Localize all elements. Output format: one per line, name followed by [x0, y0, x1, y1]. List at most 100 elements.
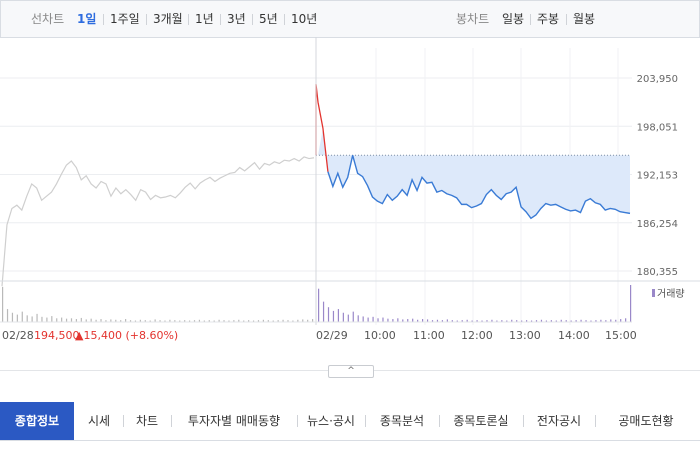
- tab-news-disclosure[interactable]: 뉴스·공시: [307, 414, 355, 428]
- volume-bar: [297, 319, 299, 322]
- volume-bar: [238, 319, 240, 322]
- volume-bar: [407, 319, 409, 322]
- tab-short-selling[interactable]: 공매도현황: [618, 414, 674, 428]
- time-tick-label: 10:00: [364, 329, 396, 342]
- volume-bar: [347, 314, 349, 322]
- volume-bar: [610, 319, 612, 322]
- tab-divider: [365, 415, 366, 427]
- toolbar-divider: [530, 14, 531, 25]
- volume-bar: [100, 319, 102, 322]
- volume-bar: [105, 320, 107, 322]
- volume-bar: [431, 320, 434, 322]
- candle-monthly-button[interactable]: 월봉: [573, 12, 596, 26]
- volume-bar: [580, 319, 582, 322]
- period-10y-button[interactable]: 10년: [291, 12, 318, 26]
- volume-bar: [16, 314, 18, 322]
- volume-bar: [352, 311, 354, 322]
- volume-bar: [491, 319, 493, 322]
- period-5y-button[interactable]: 5년: [259, 12, 278, 26]
- tab-chart[interactable]: 차트: [135, 414, 159, 428]
- volume-bar: [26, 315, 28, 322]
- line-chart-label: 선차트: [31, 12, 65, 26]
- previous-day-price-line: [1, 156, 315, 287]
- period-3m-button[interactable]: 3개월: [153, 12, 183, 26]
- collapse-chart-button[interactable]: ^: [328, 365, 374, 378]
- volume-bar: [262, 319, 264, 322]
- volume-bar: [620, 319, 622, 322]
- volume-bar: [179, 320, 181, 322]
- period-1y-button[interactable]: 1년: [195, 12, 214, 26]
- volume-bar: [188, 320, 191, 322]
- volume-bar: [530, 320, 533, 322]
- volume-bar: [233, 320, 235, 322]
- volume-bar: [535, 320, 538, 322]
- volume-bar: [41, 316, 43, 322]
- tab-stock-analysis[interactable]: 종목분석: [379, 414, 425, 428]
- volume-bar: [466, 319, 468, 322]
- volume-bar: [511, 319, 513, 322]
- volume-bar: [174, 320, 176, 322]
- volume-bar: [282, 319, 284, 322]
- volume-bar: [213, 320, 215, 322]
- volume-bar: [36, 313, 38, 322]
- volume-bar: [120, 320, 122, 322]
- price-tick-label: 192,153: [637, 171, 678, 182]
- volume-bar: [80, 317, 82, 322]
- volume-bar: [496, 320, 498, 322]
- tab-overview[interactable]: 종합정보: [0, 402, 74, 440]
- volume-bar: [615, 319, 617, 322]
- time-tick-label: 11:00: [413, 329, 445, 342]
- volume-bar: [208, 320, 210, 322]
- volume-bar: [397, 318, 399, 322]
- volume-bar: [203, 320, 205, 322]
- volume-bar: [56, 318, 58, 322]
- volume-bar: [332, 310, 335, 322]
- volume-bar: [154, 319, 156, 322]
- volume-legend-swatch: [652, 289, 655, 297]
- tab-divider: [297, 415, 298, 427]
- volume-bar: [21, 311, 23, 322]
- tab-discussion-board[interactable]: 종목토론실: [453, 414, 509, 428]
- volume-bar: [461, 320, 463, 322]
- period-3y-button[interactable]: 3년: [227, 12, 246, 26]
- candle-weekly-button[interactable]: 주봉: [537, 12, 560, 26]
- period-1w-button[interactable]: 1주일: [110, 12, 140, 26]
- volume-bar: [125, 319, 127, 322]
- candle-daily-button[interactable]: 일봉: [502, 12, 525, 26]
- toolbar-divider: [188, 14, 189, 25]
- volume-bar: [545, 320, 548, 322]
- time-tick-label: 15:00: [605, 329, 637, 342]
- tab-investor-trading[interactable]: 투자자별 매매동향: [187, 414, 281, 428]
- volume-bar: [412, 318, 414, 322]
- volume-bar: [516, 320, 518, 322]
- volume-bar: [476, 320, 478, 322]
- volume-bar: [337, 309, 340, 322]
- tab-electronic-disclosure[interactable]: 전자공시: [536, 414, 582, 428]
- volume-bar: [521, 320, 523, 322]
- volume-bar: [115, 319, 117, 322]
- volume-bar: [267, 320, 269, 322]
- chevron-up-icon: ^: [347, 366, 355, 376]
- volume-bar: [134, 320, 137, 322]
- volume-bar: [46, 317, 48, 322]
- volume-bar: [312, 319, 314, 322]
- time-tick-label: 14:00: [558, 329, 590, 342]
- volume-bar: [307, 319, 309, 322]
- volume-bar: [169, 319, 171, 322]
- volume-bar: [377, 318, 379, 322]
- volume-bars: [2, 285, 632, 322]
- volume-bar: [85, 319, 87, 322]
- tab-divider: [171, 415, 172, 427]
- volume-bar: [372, 316, 374, 322]
- price-tick-label: 180,355: [637, 267, 678, 278]
- tab-quotes[interactable]: 시세: [87, 414, 111, 428]
- volume-bar: [6, 309, 9, 322]
- volume-bar: [302, 319, 304, 322]
- time-tick-label: 12:00: [461, 329, 493, 342]
- volume-bar: [595, 320, 597, 322]
- previous-day-price: 194,500: [34, 329, 80, 342]
- period-1d-button[interactable]: 1일: [77, 12, 97, 26]
- price-tick-label: 186,254: [637, 219, 678, 230]
- volume-bar: [277, 320, 279, 322]
- price-tick-label: 203,950: [637, 74, 678, 85]
